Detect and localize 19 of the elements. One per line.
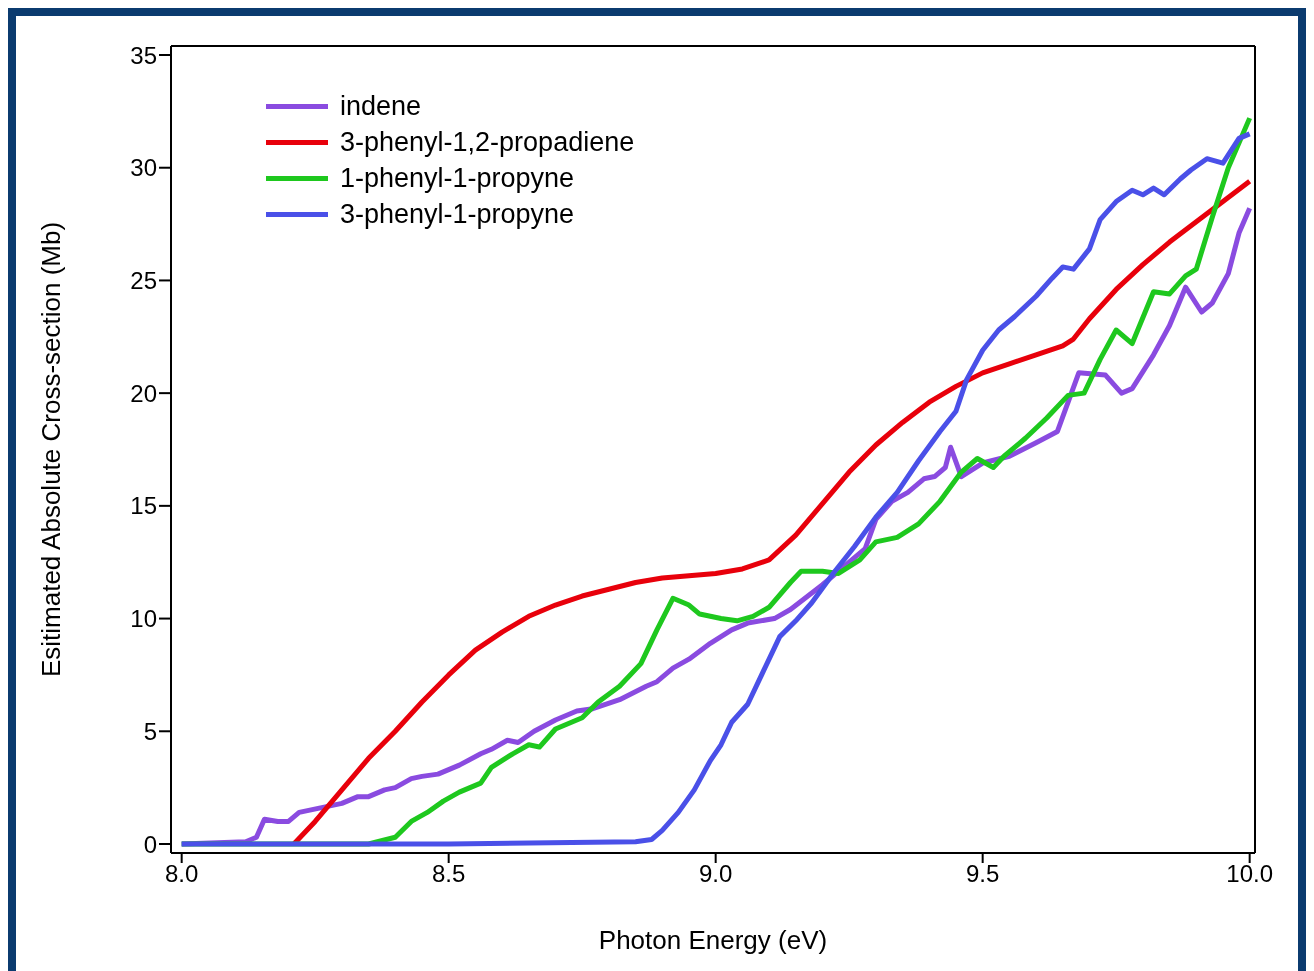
- x-tick-label: 9.0: [698, 860, 733, 888]
- y-tick-label: 0: [143, 830, 157, 858]
- legend-label: 3-phenyl-1-propyne: [340, 198, 575, 231]
- y-tick-label: 20: [130, 379, 157, 407]
- legend-label: indene: [340, 90, 422, 123]
- x-tick-label: 10.0: [1226, 860, 1274, 888]
- x-tick-label: 8.0: [164, 860, 199, 888]
- y-tick-label: 35: [130, 41, 157, 69]
- legend-label: 1-phenyl-1-propyne: [340, 162, 575, 195]
- x-axis-title: Photon Energy (eV): [598, 925, 828, 955]
- x-tick-label: 8.5: [431, 860, 466, 888]
- y-tick-label: 25: [130, 266, 157, 294]
- x-tick-label: 9.5: [965, 860, 1000, 888]
- y-tick-label: 15: [130, 492, 157, 520]
- y-tick-label: 10: [130, 605, 157, 633]
- y-tick-label: 5: [143, 717, 157, 745]
- y-axis-title: Esitimated Absolute Cross-section (Mb): [36, 221, 67, 678]
- legend-label: 3-phenyl-1,2-propadiene: [340, 126, 635, 159]
- y-tick-label: 30: [130, 154, 157, 182]
